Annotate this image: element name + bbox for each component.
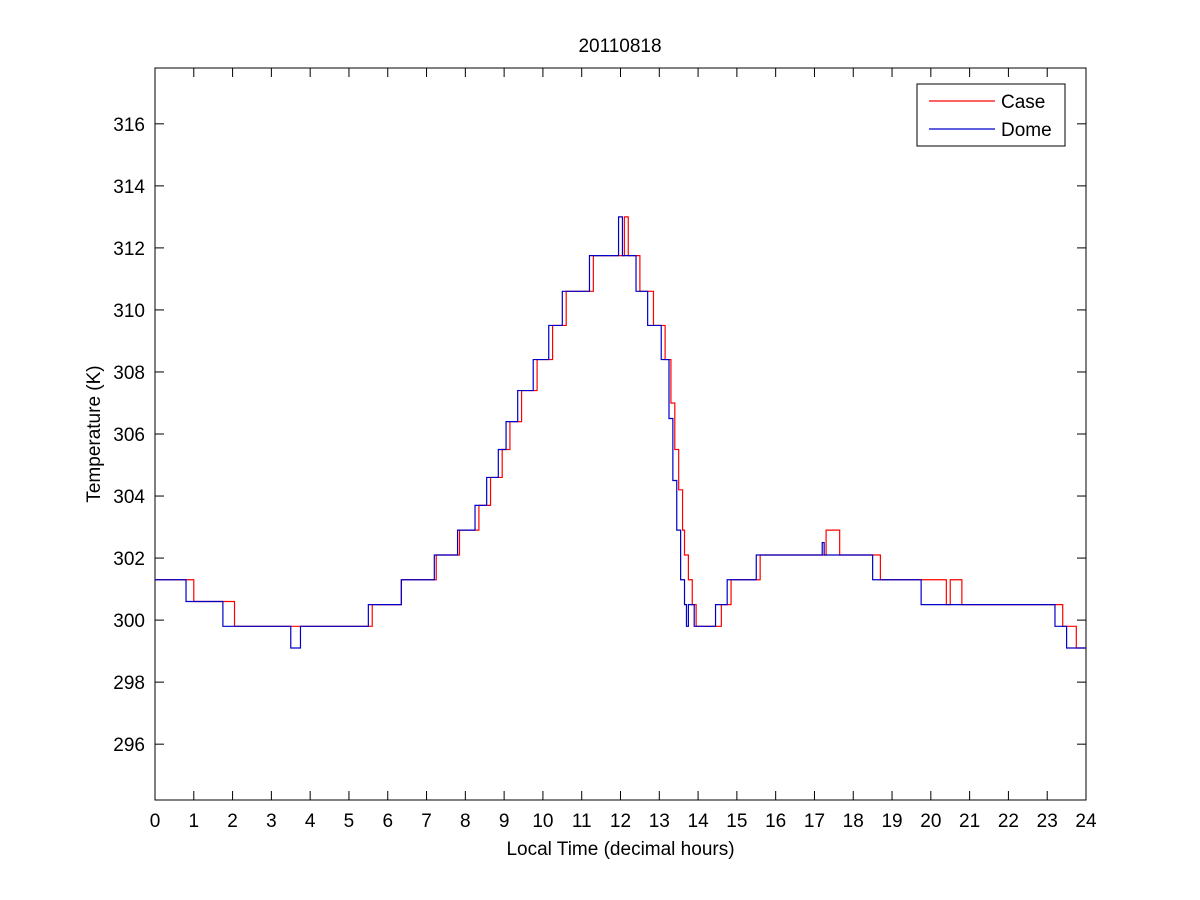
y-tick-label: 304 xyxy=(113,487,145,508)
x-tick-label: 22 xyxy=(998,811,1019,832)
x-tick-label: 14 xyxy=(688,811,710,832)
legend-box xyxy=(916,83,1066,147)
x-tick-label: 7 xyxy=(421,811,432,832)
x-tick-label: 6 xyxy=(382,811,393,832)
series-line-dome xyxy=(155,216,1086,649)
x-tick-label: 9 xyxy=(499,811,510,832)
y-tick-label: 308 xyxy=(113,363,145,384)
legend-label-dome: Dome xyxy=(1001,120,1052,141)
x-tick-label: 15 xyxy=(726,811,747,832)
x-tick-label: 2 xyxy=(227,811,238,832)
x-tick-label: 12 xyxy=(610,811,631,832)
y-tick-label: 306 xyxy=(113,425,145,446)
legend: Case Dome xyxy=(916,83,1066,147)
x-axis-title: Local Time (decimal hours) xyxy=(506,839,734,860)
x-tick-label: 13 xyxy=(649,811,670,832)
x-tick-label: 19 xyxy=(881,811,902,832)
x-tick-label: 4 xyxy=(305,811,316,832)
x-tick-label: 16 xyxy=(765,811,786,832)
axis-ticks: 0 1 2 3 4 5 6 7 8 9 10 11 12 13 14 15 16 17 18 19 20 21 22 23 24… xyxy=(113,68,1097,832)
x-tick-label: 3 xyxy=(266,811,277,832)
y-tick-label: 314 xyxy=(113,177,145,198)
x-tick-label: 0 xyxy=(150,811,161,832)
x-tick-label: 24 xyxy=(1075,811,1097,832)
x-tick-label: 20 xyxy=(920,811,941,832)
x-tick-label: 23 xyxy=(1037,811,1058,832)
x-tick-label: 21 xyxy=(959,811,980,832)
y-tick-label: 298 xyxy=(113,673,145,694)
y-axis-title: Temperature (K) xyxy=(84,365,105,502)
y-tick-label: 316 xyxy=(113,115,145,136)
series-line-case xyxy=(155,216,1086,649)
x-tick-label: 18 xyxy=(843,811,864,832)
x-tick-label: 1 xyxy=(189,811,200,832)
x-tick-label: 17 xyxy=(804,811,825,832)
y-tick-label: 302 xyxy=(113,549,145,570)
y-tick-label: 296 xyxy=(113,735,145,756)
legend-label-case: Case xyxy=(1001,92,1045,113)
x-tick-label: 11 xyxy=(572,811,592,832)
series-group xyxy=(155,216,1086,649)
x-tick-label: 10 xyxy=(532,811,553,832)
y-tick-label: 310 xyxy=(113,301,145,322)
x-tick-label: 5 xyxy=(344,811,355,832)
chart-title: 20110818 xyxy=(578,36,661,57)
y-tick-label: 312 xyxy=(113,239,145,260)
y-tick-label: 300 xyxy=(113,611,145,632)
x-tick-label: 8 xyxy=(460,811,471,832)
plot-frame xyxy=(154,67,1087,801)
